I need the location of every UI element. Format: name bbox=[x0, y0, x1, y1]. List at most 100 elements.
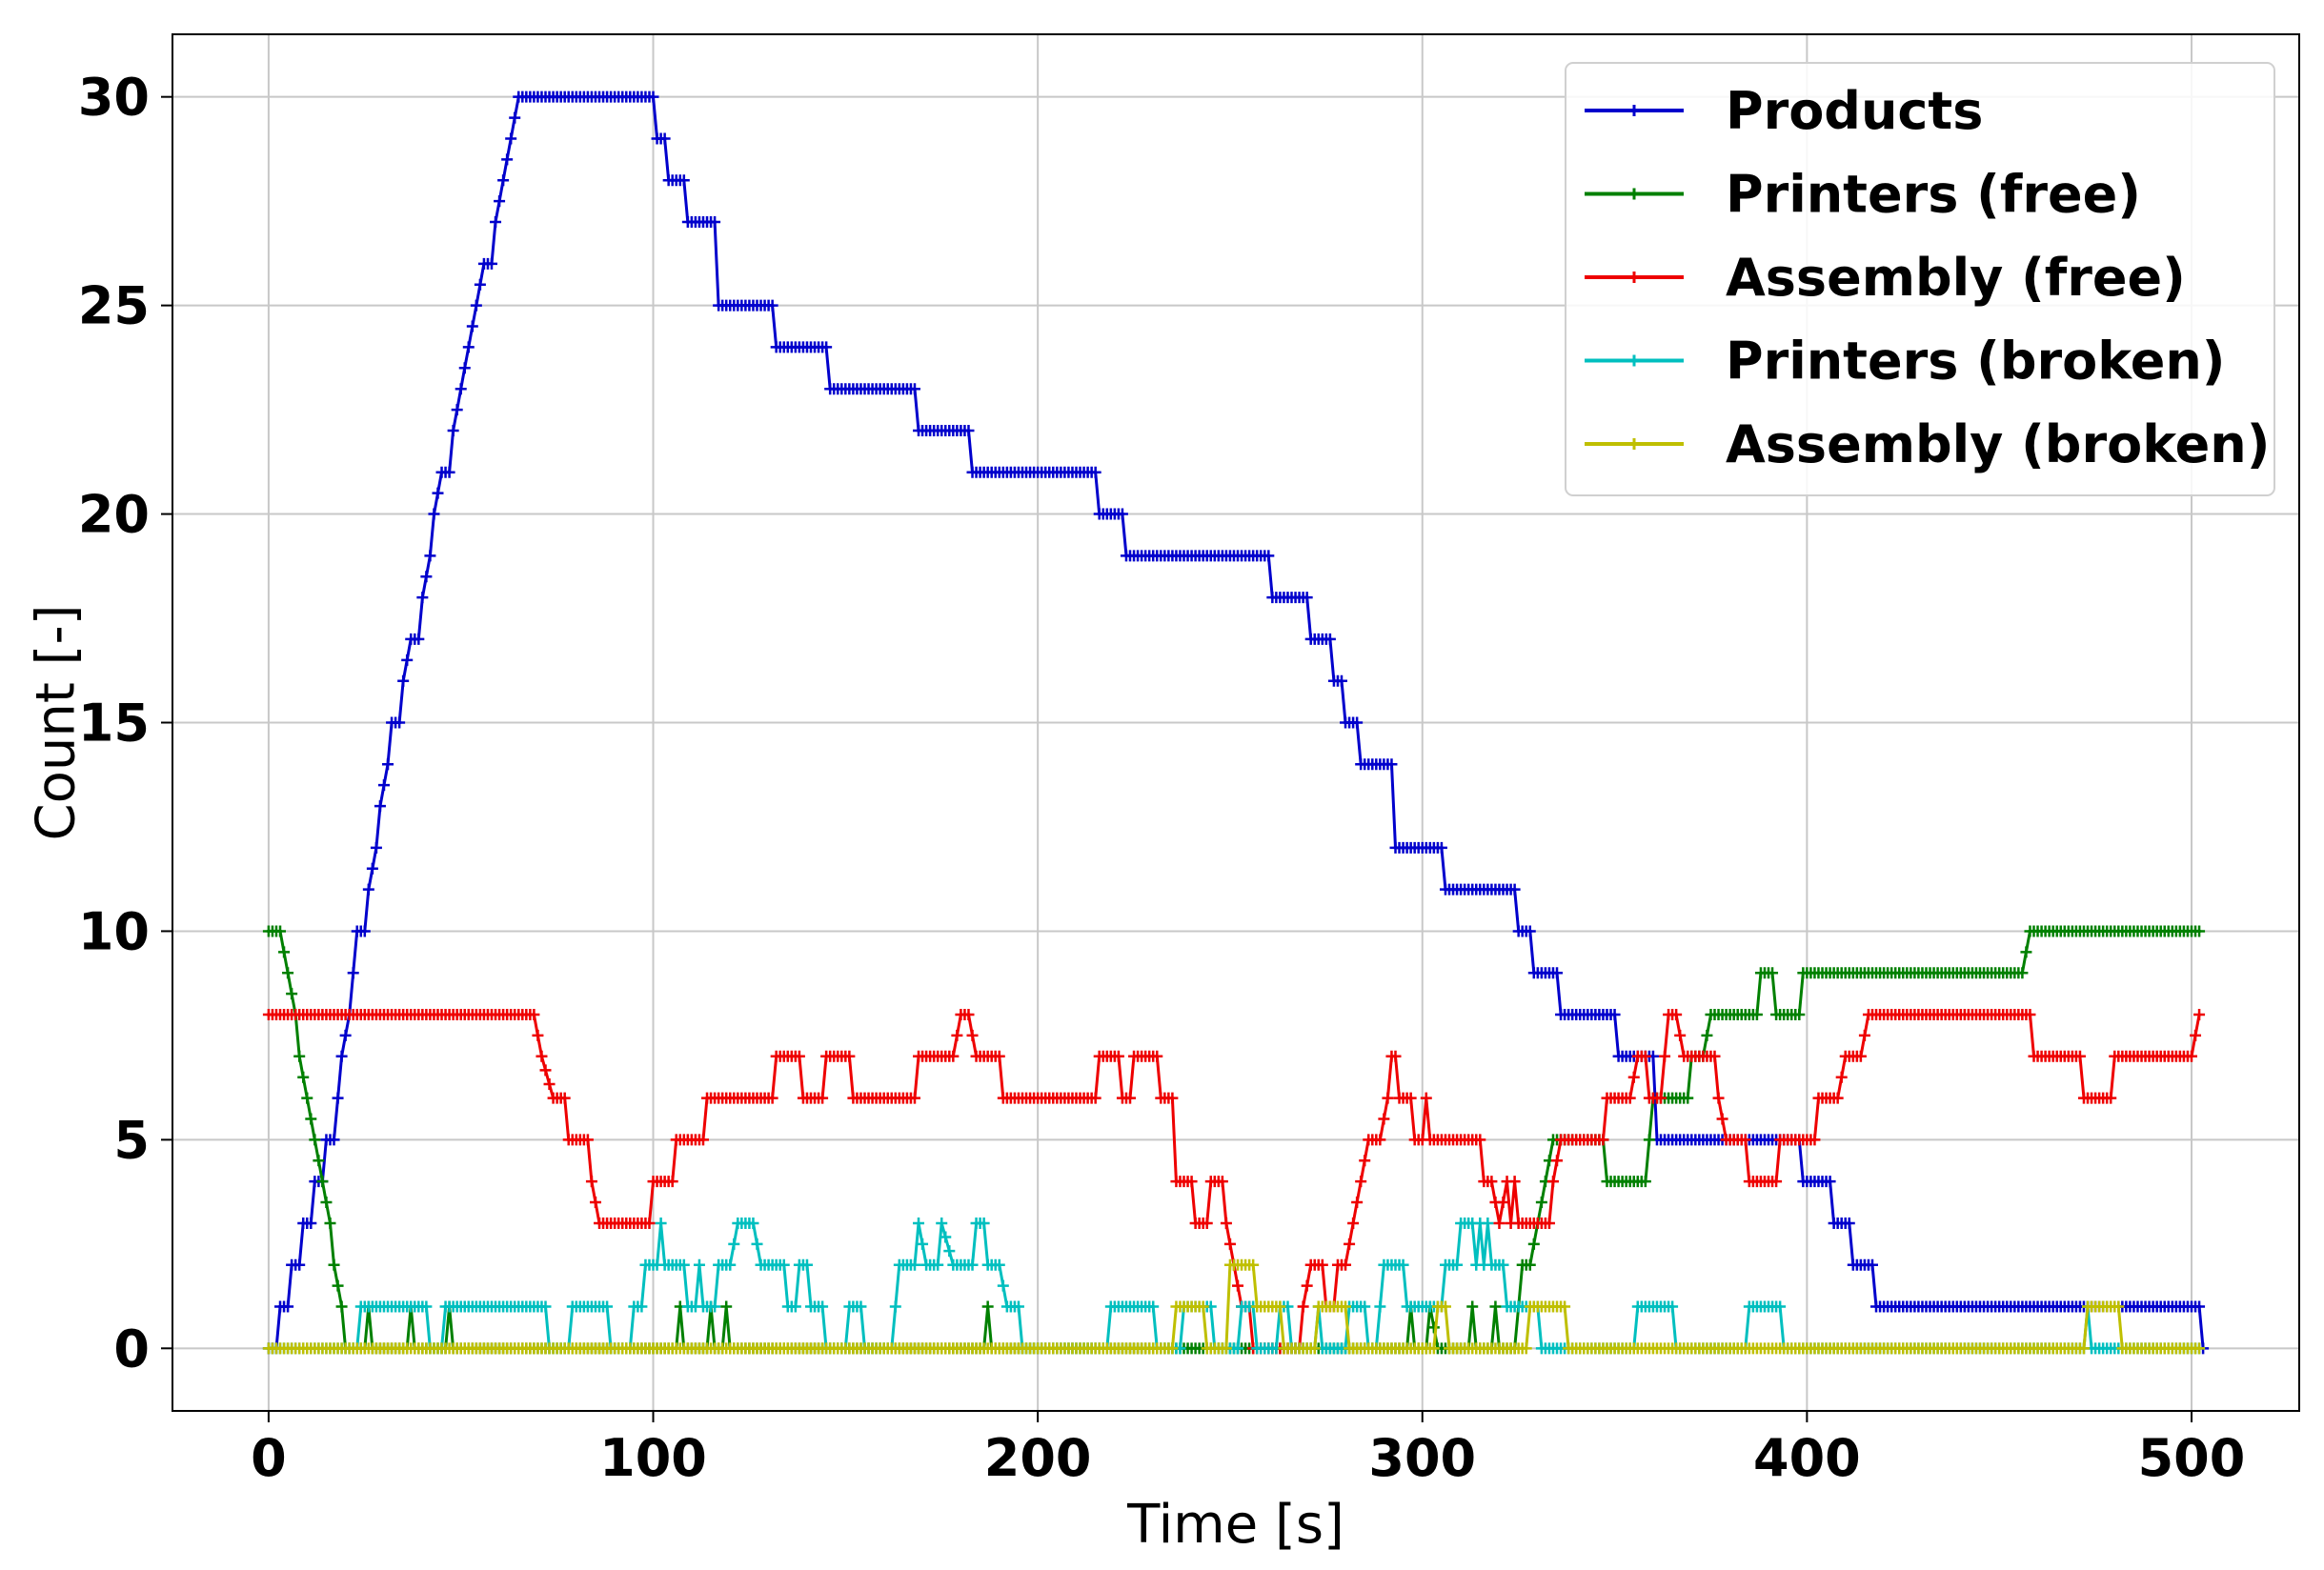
data-point bbox=[1866, 1258, 1878, 1271]
data-point bbox=[709, 216, 721, 229]
data-point bbox=[370, 841, 382, 854]
data-point bbox=[1524, 1258, 1536, 1271]
data-point bbox=[978, 1217, 990, 1229]
y-tick-label: 5 bbox=[113, 1110, 150, 1170]
data-point bbox=[1508, 1176, 1521, 1188]
data-point bbox=[301, 1092, 313, 1104]
x-tick-label: 0 bbox=[251, 1428, 287, 1488]
data-point bbox=[528, 1009, 540, 1021]
data-point bbox=[751, 1238, 763, 1250]
data-point bbox=[362, 883, 374, 896]
data-point bbox=[1427, 1321, 1440, 1334]
data-point bbox=[293, 1258, 306, 1271]
data-point bbox=[981, 1300, 994, 1313]
data-point bbox=[908, 1258, 920, 1271]
data-point bbox=[1301, 1279, 1313, 1292]
data-point bbox=[2020, 946, 2032, 958]
data-point bbox=[2190, 1029, 2202, 1041]
data-point bbox=[1854, 1050, 1867, 1062]
data-point bbox=[490, 216, 502, 229]
data-point bbox=[843, 1050, 856, 1062]
legend-item: Assembly (broken) bbox=[1585, 414, 2270, 474]
data-point bbox=[1489, 1300, 1502, 1313]
data-point bbox=[458, 362, 471, 374]
legend-label: Printers (broken) bbox=[1726, 332, 2225, 392]
data-point bbox=[697, 1134, 709, 1146]
data-point bbox=[1493, 1217, 1506, 1229]
data-point bbox=[1340, 1258, 1352, 1271]
data-point bbox=[1670, 1009, 1683, 1021]
data-point bbox=[724, 1258, 737, 1271]
data-point bbox=[432, 487, 444, 499]
data-point bbox=[1220, 1342, 1232, 1355]
data-point bbox=[2193, 925, 2206, 937]
data-point bbox=[1344, 1238, 1356, 1250]
y-axis-label: Count [-] bbox=[26, 604, 88, 840]
data-point bbox=[1185, 1176, 1198, 1188]
data-point bbox=[497, 174, 510, 187]
series-assembly-broken bbox=[262, 1258, 2206, 1355]
data-point bbox=[1335, 674, 1347, 687]
data-point bbox=[1831, 1092, 1844, 1104]
data-point bbox=[1824, 1176, 1836, 1188]
x-tick-label: 500 bbox=[2138, 1428, 2246, 1488]
data-point bbox=[470, 299, 482, 312]
data-point bbox=[1497, 1258, 1509, 1271]
data-point bbox=[1405, 1092, 1417, 1104]
data-point bbox=[293, 1050, 306, 1062]
data-point bbox=[539, 1064, 552, 1077]
data-point bbox=[728, 1238, 740, 1250]
data-point bbox=[1627, 1071, 1640, 1083]
data-point bbox=[2185, 1050, 2197, 1062]
data-point bbox=[1527, 1238, 1540, 1250]
legend-marker bbox=[1628, 272, 1640, 283]
data-point bbox=[693, 1258, 705, 1271]
data-point bbox=[789, 1300, 801, 1313]
y-tick-label: 10 bbox=[78, 901, 150, 961]
data-point bbox=[1597, 1134, 1609, 1146]
data-point bbox=[1324, 633, 1336, 645]
data-point bbox=[462, 341, 475, 353]
data-point bbox=[1420, 1092, 1432, 1104]
data-point bbox=[320, 1197, 333, 1209]
data-point bbox=[966, 1258, 979, 1271]
data-point bbox=[539, 1300, 552, 1313]
data-point bbox=[1474, 1134, 1486, 1146]
data-point bbox=[1220, 1217, 1232, 1229]
data-point bbox=[1639, 1176, 1651, 1188]
data-point bbox=[709, 1300, 721, 1313]
data-point bbox=[908, 1092, 920, 1104]
data-point bbox=[282, 967, 294, 979]
data-point bbox=[1559, 1300, 1571, 1313]
data-point bbox=[339, 1029, 352, 1041]
data-point bbox=[993, 1050, 1005, 1062]
data-point bbox=[800, 1258, 813, 1271]
data-point bbox=[1624, 1092, 1636, 1104]
x-axis-label: Time [s] bbox=[1126, 1494, 1344, 1556]
legend-item: Products bbox=[1585, 81, 1983, 141]
data-point bbox=[1427, 1342, 1440, 1355]
data-point bbox=[1643, 1134, 1655, 1146]
data-point bbox=[486, 257, 498, 270]
legend: Products Printers (free) Assembly (free) Pr… bbox=[1565, 62, 2275, 496]
data-point bbox=[1767, 967, 1779, 979]
data-point bbox=[655, 1217, 667, 1229]
data-point bbox=[328, 1258, 340, 1271]
data-point bbox=[1543, 1217, 1555, 1229]
data-point bbox=[505, 132, 517, 145]
data-point bbox=[889, 1300, 901, 1313]
legend-label: Assembly (free) bbox=[1726, 248, 2186, 308]
data-point bbox=[1232, 1279, 1244, 1292]
y-tick-label: 30 bbox=[78, 68, 150, 128]
data-point bbox=[1485, 1176, 1498, 1188]
data-point bbox=[1297, 1300, 1309, 1313]
data-point bbox=[1351, 716, 1364, 729]
data-point bbox=[1116, 508, 1128, 520]
data-point bbox=[943, 1245, 956, 1258]
data-point bbox=[1639, 1050, 1651, 1062]
data-point bbox=[413, 633, 425, 645]
data-point bbox=[1608, 1009, 1621, 1021]
data-point bbox=[1223, 1238, 1236, 1250]
data-point bbox=[966, 1029, 979, 1041]
data-point bbox=[1712, 1092, 1725, 1104]
